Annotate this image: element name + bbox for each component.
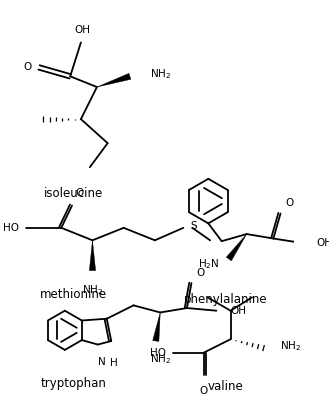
Text: O: O	[200, 386, 208, 396]
Text: O: O	[24, 63, 32, 72]
Text: O: O	[196, 268, 204, 278]
Polygon shape	[153, 312, 160, 341]
Polygon shape	[89, 240, 96, 270]
Text: N: N	[98, 357, 105, 367]
Text: NH$_2$: NH$_2$	[149, 68, 171, 81]
Text: O: O	[285, 198, 293, 208]
Text: tryptophan: tryptophan	[41, 377, 107, 390]
Text: OH: OH	[75, 25, 91, 35]
Polygon shape	[97, 74, 131, 87]
Text: OH: OH	[316, 238, 329, 248]
Text: HO: HO	[3, 223, 18, 233]
Text: HO: HO	[150, 348, 165, 357]
Text: methionine: methionine	[40, 288, 107, 301]
Text: O: O	[76, 189, 84, 198]
Text: phenylalanine: phenylalanine	[184, 293, 267, 306]
Text: NH$_2$: NH$_2$	[280, 339, 301, 353]
Text: isoleucine: isoleucine	[44, 187, 103, 200]
Text: H: H	[110, 358, 118, 368]
Text: H$_2$N: H$_2$N	[198, 257, 220, 271]
Text: OH: OH	[231, 306, 247, 316]
Text: valine: valine	[207, 380, 243, 393]
Text: S: S	[190, 221, 197, 231]
Polygon shape	[226, 234, 247, 261]
Text: NH$_2$: NH$_2$	[82, 283, 103, 297]
Text: NH$_2$: NH$_2$	[150, 352, 171, 366]
